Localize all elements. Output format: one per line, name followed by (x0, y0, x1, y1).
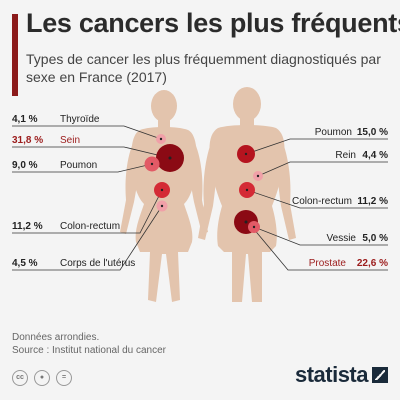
value-thyroide: 4,1 % (12, 114, 38, 125)
leader-line-prostate (247, 221, 388, 271)
bubble-center-thyroide (159, 137, 163, 141)
value-poumon-f: 9,0 % (12, 160, 38, 171)
page-title: Les cancers les plus fréquents (26, 8, 400, 38)
female-silhouette (120, 90, 208, 302)
license-icons: cc ● = (12, 370, 72, 386)
equals-icon[interactable]: = (56, 370, 72, 386)
footnote-source: Source : Institut national du cancer (12, 345, 166, 356)
leader-line-uterus (12, 205, 163, 271)
leader-lines (12, 125, 388, 271)
value-prostate: 22,6 % (357, 258, 388, 269)
label-rein: Rein (335, 150, 356, 161)
value-colon-m: 11,2 % (357, 196, 388, 207)
brand-logo[interactable]: statista (295, 362, 388, 388)
label-vessie: Vessie (327, 233, 357, 244)
bubble-center-vessie (252, 225, 256, 229)
leader-line-rein (257, 161, 388, 177)
value-colon-f: 11,2 % (12, 221, 43, 232)
label-uterus: Corps de l'utérus (60, 258, 135, 269)
page-subtitle: Types de cancer les plus fréquemment dia… (26, 51, 381, 85)
label-prostate: Prostate (309, 258, 347, 269)
leader-line-vessie (253, 226, 388, 246)
label-colon-m: Colon-rectum (292, 196, 352, 207)
female-bubbles (144, 134, 184, 212)
label-thyroide: Thyroïde (60, 114, 100, 125)
value-uterus: 4,5 % (12, 258, 38, 269)
label-colon-f: Colon-rectum (60, 221, 120, 232)
value-rein: 4,4 % (362, 150, 388, 161)
cc-icon[interactable]: cc (12, 370, 28, 386)
label-poumon-f: Poumon (60, 160, 97, 171)
bubble-center-rein (256, 174, 260, 178)
bubble-center-prostate (244, 220, 248, 224)
value-poumon-m: 15,0 % (357, 127, 388, 138)
brand-mark-icon (372, 367, 388, 383)
bubble-center-sein (168, 156, 172, 160)
label-poumon-m: Poumon (315, 127, 352, 138)
value-sein: 31,8 % (12, 135, 43, 146)
footnote-note: Données arrondies. (12, 332, 100, 343)
bubble-center-uterus (160, 204, 164, 208)
person-icon[interactable]: ● (34, 370, 50, 386)
female-labels: 4,1 % Thyroïde 31,8 % Sein 9,0 % Poumon … (12, 114, 135, 269)
label-sein: Sein (60, 135, 80, 146)
leader-line-sein (12, 146, 171, 159)
bubble-center-colon-f (160, 188, 164, 192)
leader-line-poumon-f (12, 163, 153, 173)
male-bubbles (234, 145, 263, 234)
bubble-center-colon-m (245, 188, 249, 192)
title-accent-bar (12, 14, 18, 96)
leader-line-colon-m (246, 189, 388, 209)
brand-name: statista (294, 362, 369, 387)
leader-line-colon-f (12, 189, 163, 234)
bubble-center-poumon-f (150, 162, 154, 166)
leader-line-poumon-m (245, 138, 388, 155)
footnote: Données arrondies. Source : Institut nat… (12, 331, 166, 357)
leader-line-thyroide (12, 125, 162, 140)
male-labels: Poumon 15,0 % Rein 4,4 % Colon-rectum 11… (292, 127, 388, 269)
bubble-center-poumon-m (244, 152, 248, 156)
value-vessie: 5,0 % (362, 233, 388, 244)
